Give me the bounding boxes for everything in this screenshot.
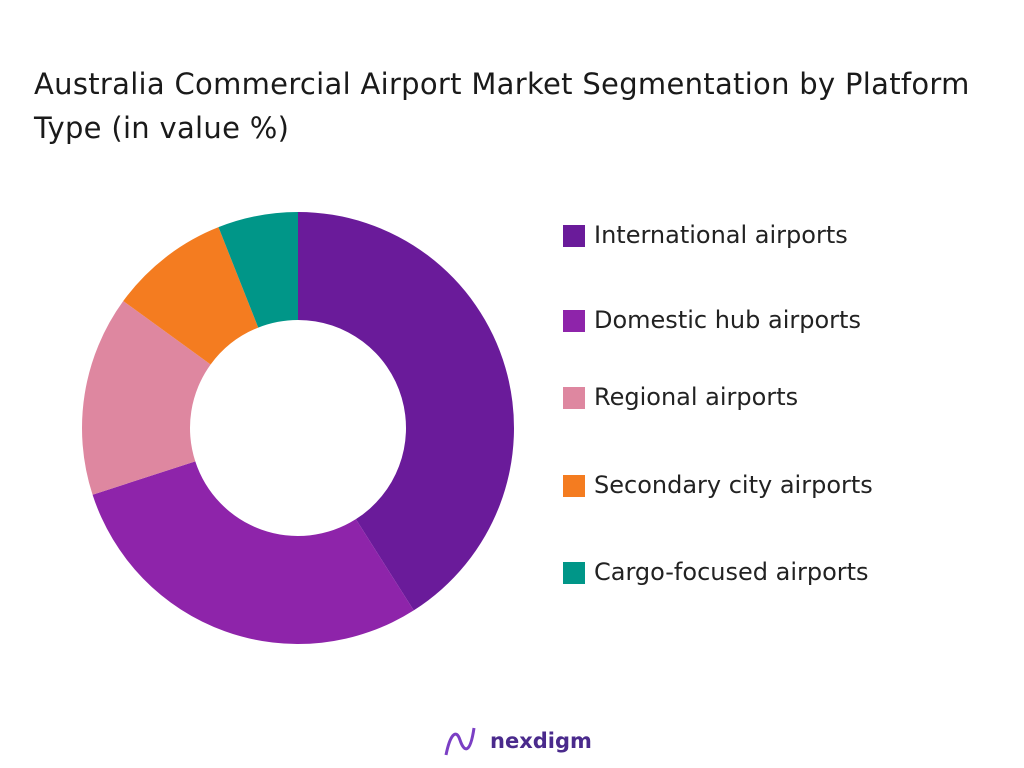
legend-swatch <box>563 475 585 497</box>
donut-slice <box>92 461 414 644</box>
donut-slice <box>123 227 259 365</box>
donut-slice <box>298 212 514 611</box>
donut-slice <box>81 301 211 495</box>
donut-slice <box>218 212 298 328</box>
legend-swatch <box>563 310 585 332</box>
chart-title: Australia Commercial Airport Market Segm… <box>34 67 970 145</box>
legend-label: Regional airports <box>594 383 798 411</box>
logo-icon <box>444 727 476 756</box>
legend-label: Cargo-focused airports <box>594 558 869 586</box>
legend-swatch <box>563 225 585 247</box>
brand: nexdigm <box>490 729 592 753</box>
legend-label: Domestic hub airports <box>594 306 861 334</box>
legend-label: Secondary city airports <box>594 471 873 499</box>
legend-swatch <box>563 562 585 584</box>
legend-label: International airports <box>594 221 848 249</box>
legend-swatch <box>563 387 585 409</box>
